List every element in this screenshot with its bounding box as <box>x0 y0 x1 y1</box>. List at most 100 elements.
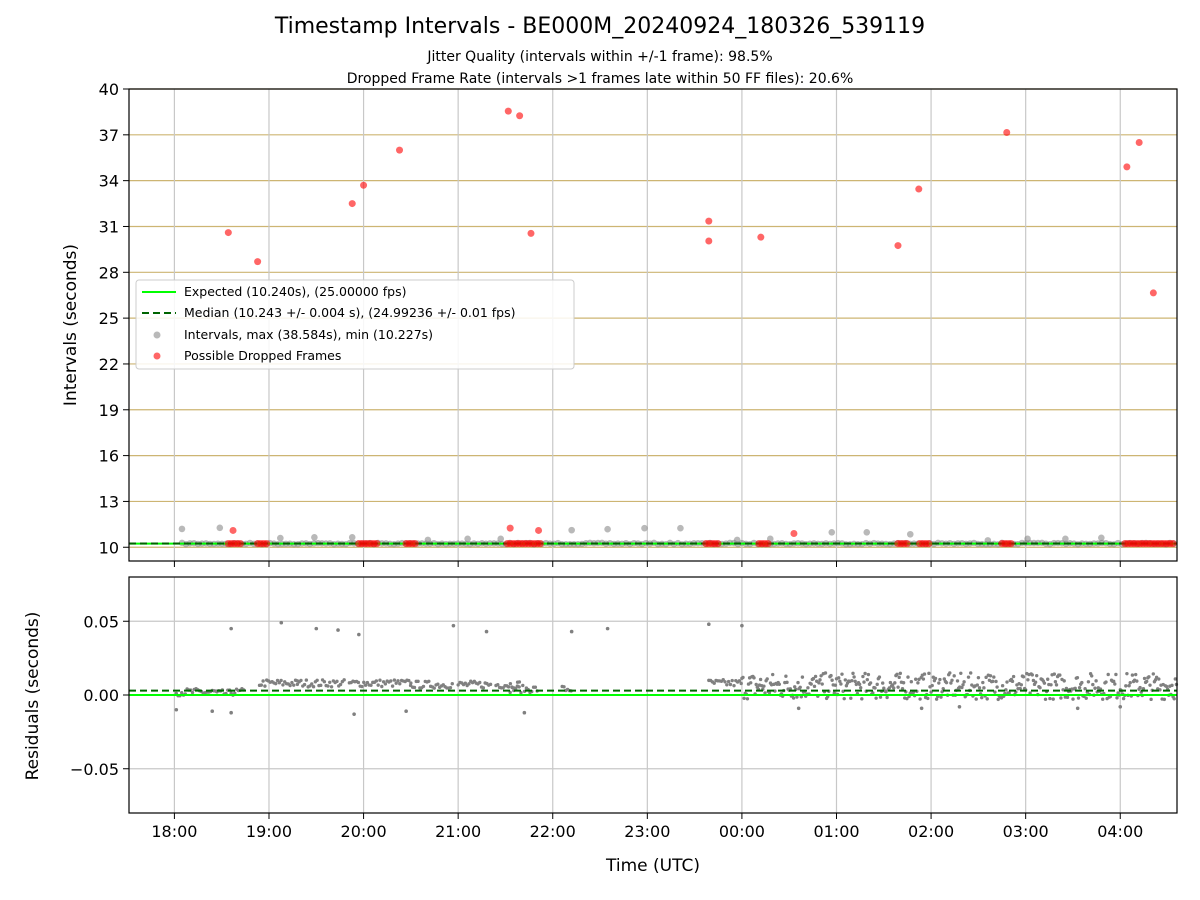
x-tick-label: 21:00 <box>435 822 481 841</box>
dropped-frame-point <box>229 526 237 534</box>
residual-point <box>281 683 285 687</box>
residual-point <box>290 680 294 685</box>
residual-point <box>950 678 954 682</box>
residual-point <box>488 682 493 687</box>
dropped-frame-point <box>1123 163 1131 171</box>
residual-point <box>919 706 924 711</box>
residual-point <box>957 705 962 709</box>
legend-box <box>135 279 575 370</box>
residual-point <box>1071 697 1075 701</box>
residual-point <box>360 684 364 689</box>
residual-point <box>533 685 538 689</box>
residual-point <box>842 696 846 701</box>
residual-point <box>1075 706 1080 711</box>
y-tick-label: 25 <box>99 309 119 328</box>
residual-point <box>853 679 857 684</box>
residual-point <box>1077 685 1082 690</box>
residual-point <box>342 678 346 682</box>
residual-point <box>758 677 763 682</box>
residual-point <box>362 680 366 685</box>
residual-point <box>893 681 897 685</box>
residual-point <box>263 684 267 688</box>
residual-point <box>914 677 918 681</box>
residual-point <box>1157 677 1161 681</box>
residual-point <box>508 681 513 686</box>
interval-point <box>1098 534 1105 542</box>
residual-point <box>777 682 782 686</box>
residual-point <box>295 682 300 687</box>
legend-dropped-swatch <box>153 352 161 360</box>
residual-point <box>930 683 934 688</box>
residual-point <box>784 674 788 678</box>
residual-point <box>481 686 486 690</box>
residual-point <box>793 685 797 689</box>
x-tick-label: 01:00 <box>813 822 859 841</box>
residual-point <box>726 679 731 684</box>
y-tick-label: 0.05 <box>83 612 119 631</box>
residual-point <box>389 679 393 683</box>
residual-point <box>1112 679 1116 684</box>
residual-point <box>1121 696 1126 701</box>
interval-point <box>178 525 186 533</box>
interval-point <box>641 524 648 532</box>
residual-point <box>299 678 303 683</box>
residual-point <box>712 681 716 685</box>
residual-point <box>1147 675 1151 679</box>
residual-point <box>335 679 339 684</box>
residual-point <box>841 689 845 693</box>
residual-point <box>1046 677 1050 681</box>
dropped-frame-point <box>1135 138 1143 146</box>
residual-point <box>966 675 971 679</box>
residual-point <box>1104 680 1108 684</box>
residual-point <box>723 680 727 684</box>
residual-point <box>1135 679 1139 683</box>
residual-point <box>179 690 184 695</box>
residual-point <box>229 626 233 631</box>
x-tick-label: 19:00 <box>246 822 292 841</box>
residual-point <box>1094 679 1098 683</box>
residual-point <box>1093 686 1097 690</box>
residual-point <box>1114 672 1118 677</box>
residual-point <box>390 684 395 688</box>
residual-point <box>467 682 471 686</box>
residual-point <box>1173 677 1178 681</box>
dropped-frame-point <box>705 217 713 225</box>
legend-entry-label: Intervals, max (38.584s), min (10.227s) <box>184 327 433 342</box>
y-tick-label: 28 <box>99 263 119 282</box>
dropped-frame-point <box>506 524 514 532</box>
residual-point <box>754 682 758 687</box>
y-tick-label: 10 <box>99 538 119 557</box>
residual-point <box>882 686 886 690</box>
residual-point <box>1083 686 1087 691</box>
residual-point <box>1019 683 1024 687</box>
residual-point <box>948 671 952 675</box>
residual-point <box>1170 683 1174 688</box>
residual-point <box>975 683 980 687</box>
residual-point <box>484 629 489 634</box>
dropped-frame-point <box>396 146 404 154</box>
x-tick-label: 22:00 <box>530 822 576 841</box>
x-tick-label: 02:00 <box>908 822 954 841</box>
residual-point <box>985 697 989 701</box>
residual-point <box>1158 688 1162 692</box>
residual-point <box>806 686 810 690</box>
residual-point <box>451 623 456 628</box>
residual-point <box>336 628 340 632</box>
residual-point <box>929 690 933 694</box>
y-tick-label: 13 <box>99 492 119 511</box>
residual-point <box>1162 697 1167 702</box>
y-tick-label: 34 <box>99 172 119 191</box>
residual-point <box>436 682 440 686</box>
residual-point <box>955 679 960 683</box>
residual-point <box>319 683 323 688</box>
legend-entry-label: Possible Dropped Frames <box>184 348 341 363</box>
dropped-frame-point <box>236 539 244 548</box>
intervals-y-axis-label: Intervals (seconds) <box>61 244 81 406</box>
residual-point <box>980 695 984 700</box>
residual-point <box>1061 688 1065 692</box>
residual-point <box>1115 696 1119 700</box>
residual-point <box>819 674 823 678</box>
residual-point <box>767 690 772 695</box>
residual-point <box>909 680 914 684</box>
residual-point <box>798 685 802 689</box>
